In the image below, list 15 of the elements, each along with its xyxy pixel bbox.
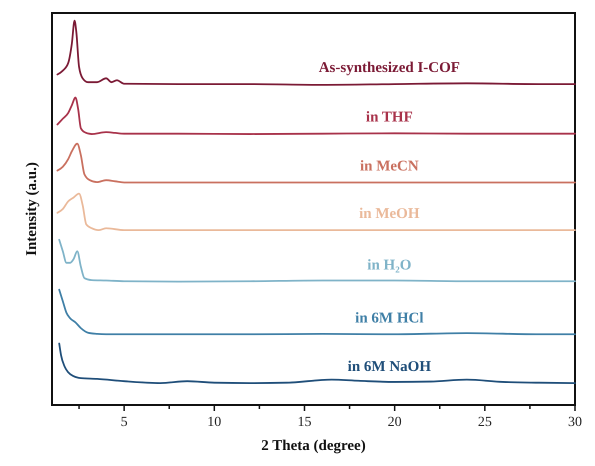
series-label: in MeOH bbox=[359, 206, 420, 222]
x-tick-label: 5 bbox=[120, 415, 128, 430]
series-label: in H₂O bbox=[367, 257, 412, 274]
y-axis-title: Intensity (a.u.) bbox=[24, 162, 40, 256]
x-axis-title: 2 Theta (degree) bbox=[261, 438, 366, 454]
x-tick-label: 10 bbox=[207, 415, 222, 430]
x-tick-label: 15 bbox=[297, 415, 312, 430]
x-tick-label: 30 bbox=[568, 415, 582, 430]
x-tick-label: 25 bbox=[478, 415, 492, 430]
series-label: in 6M NaOH bbox=[348, 359, 432, 376]
series-label: in 6M HCl bbox=[355, 310, 424, 326]
x-tick-label: 20 bbox=[388, 415, 402, 430]
series-label: in MeCN bbox=[360, 158, 419, 174]
series-label: in THF bbox=[366, 110, 413, 126]
series-label: As-synthesized I-COF bbox=[318, 60, 460, 76]
